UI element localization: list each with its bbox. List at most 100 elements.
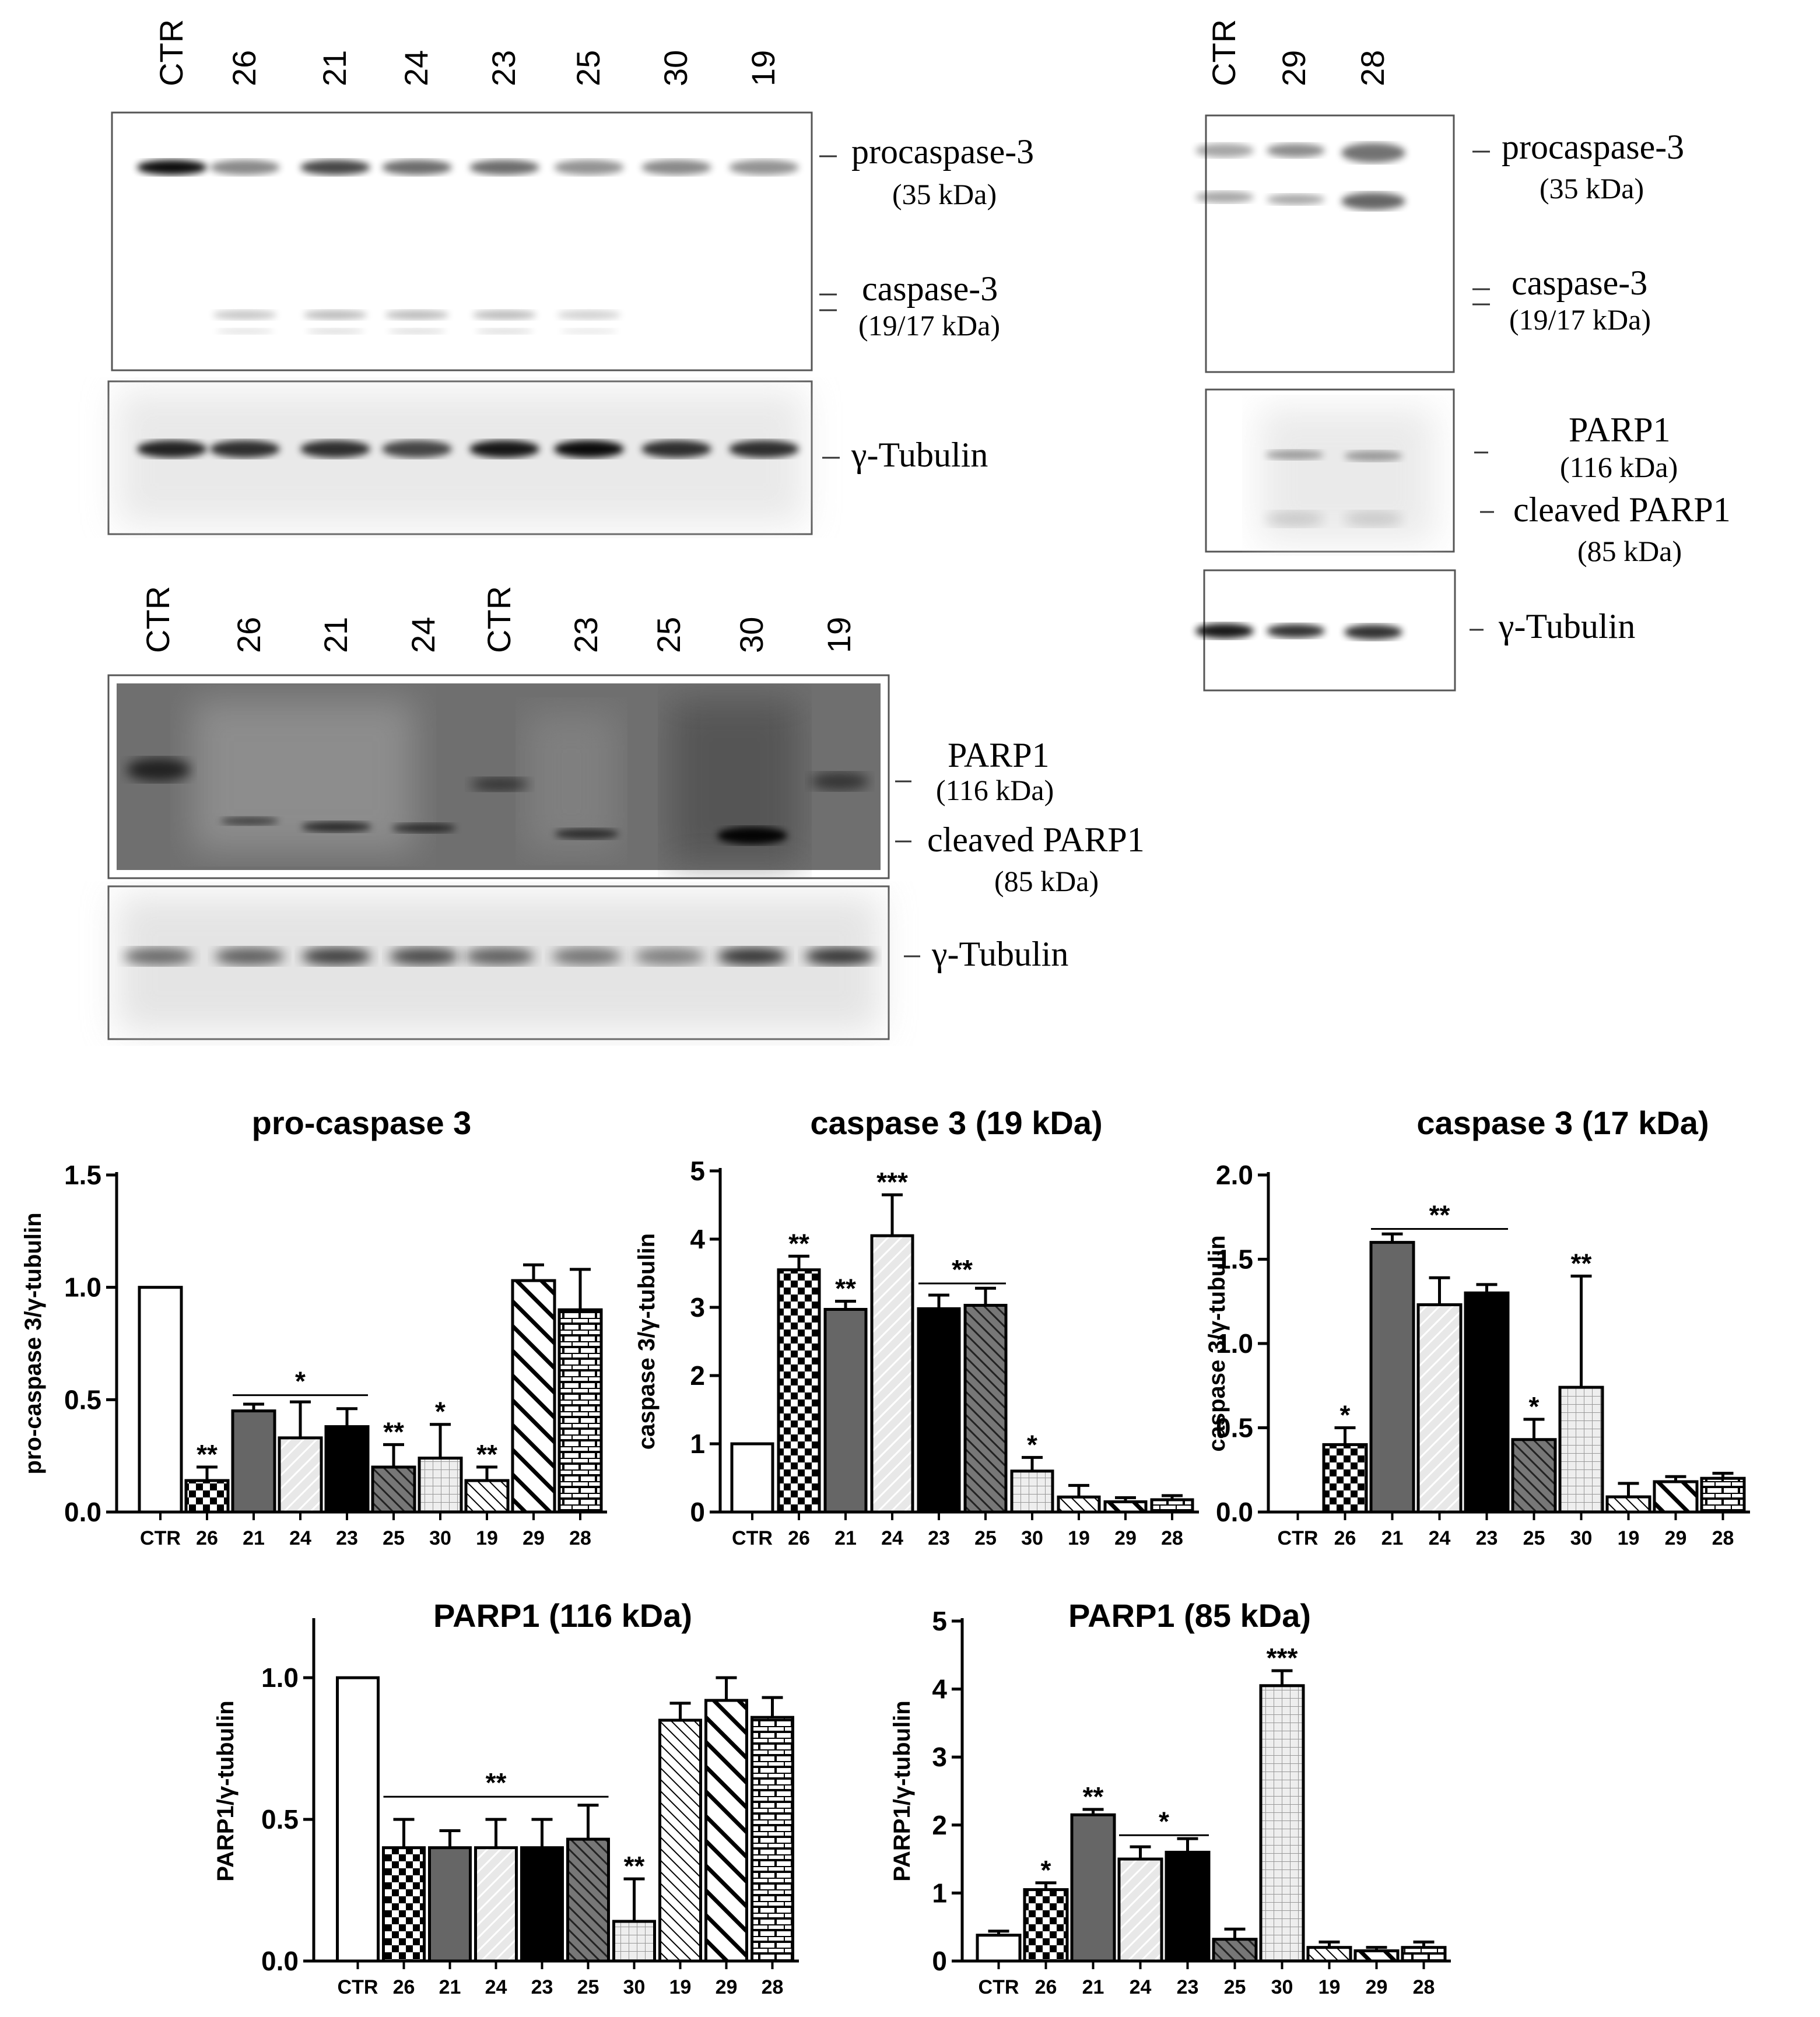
x-tick-label: CTR <box>979 1976 1019 1998</box>
x-tick-label: 30 <box>429 1527 451 1549</box>
bar <box>917 1307 961 1514</box>
x-tick-label: 29 <box>522 1527 545 1549</box>
caspase-band <box>306 328 364 334</box>
caspase-label: caspase-3 <box>862 269 998 308</box>
caspase-band <box>303 310 367 320</box>
tubulin-band <box>465 948 535 965</box>
tubulin-band <box>634 948 704 965</box>
y-tick-label: 5 <box>690 1156 705 1186</box>
significance-label: ** <box>383 1416 404 1447</box>
lane-label: CTR <box>1205 19 1242 86</box>
x-tick-label: 21 <box>1082 1976 1104 1998</box>
y-tick-label: 2 <box>690 1360 705 1391</box>
caspase-band <box>475 328 534 334</box>
tubulin-band <box>1195 623 1254 639</box>
bar <box>278 1436 323 1514</box>
significance-label: ** <box>788 1228 809 1258</box>
procaspase-band <box>1267 194 1325 205</box>
tubulin-label: γ-Tubulin <box>1498 607 1635 646</box>
y-tick-label: 0.5 <box>261 1804 299 1834</box>
chart-title: caspase 3 (19 kDa) <box>810 1104 1102 1141</box>
blot-parp-left: CTR 26 21 24 CTR 23 25 30 19 PARP1(116 kDa) cleave… <box>107 586 1145 1040</box>
procaspase-band <box>1195 143 1254 157</box>
significance-label: *** <box>1267 1643 1298 1673</box>
lane-label: 26 <box>226 50 262 86</box>
lane-label: 21 <box>316 50 353 86</box>
y-tick-label: 0.5 <box>1216 1413 1253 1443</box>
x-tick-label: 29 <box>1665 1527 1687 1549</box>
procaspase-label: procaspase-3 <box>1502 128 1684 166</box>
x-tick-label: 23 <box>336 1527 358 1549</box>
x-tick-label: 21 <box>1381 1527 1404 1549</box>
bar <box>1070 1813 1116 1963</box>
significance-label: ** <box>1429 1199 1450 1230</box>
bar <box>777 1268 821 1514</box>
y-tick-label: 0 <box>932 1946 947 1976</box>
lane-label: 24 <box>405 617 441 653</box>
x-tick-label: 23 <box>531 1976 553 1998</box>
bar <box>520 1846 564 1963</box>
cleaved-parp-band <box>717 827 787 844</box>
significance-label: ** <box>835 1273 856 1303</box>
x-tick-label: 23 <box>928 1527 950 1549</box>
y-axis-label: caspase 3/γ-tubulin <box>1204 1235 1230 1451</box>
y-tick-label: 1 <box>690 1429 705 1459</box>
x-tick-label: 28 <box>762 1976 784 1998</box>
x-tick-label: CTR <box>338 1976 378 1998</box>
x-tick-label: 30 <box>1570 1527 1593 1549</box>
caspase-band <box>472 310 536 320</box>
bar <box>336 1676 380 1963</box>
membrane-light-patch <box>525 711 618 851</box>
y-tick-label: 1.0 <box>1216 1328 1253 1359</box>
membrane-background <box>117 391 805 525</box>
chart-title: caspase 3 (17 kDa) <box>1416 1104 1709 1141</box>
bar-chart: pro-caspase 3 pro-caspase 3/γ-tubulin 0.0 0… <box>20 1104 607 1549</box>
lane-label: CTR <box>481 586 517 653</box>
significance-label: * <box>1340 1400 1351 1430</box>
significance-label: ** <box>1571 1248 1592 1278</box>
bar <box>1117 1857 1163 1963</box>
cleaved-parp-label: cleaved PARP1 <box>927 820 1145 859</box>
x-tick-label: 29 <box>1366 1976 1388 1998</box>
tubulin-band <box>215 948 285 965</box>
bar <box>976 1934 1022 1963</box>
bar <box>1306 1946 1352 1963</box>
blot-caspase-left: CTR 26 21 24 23 25 30 19 procaspase-3 (35 kDa) cas… <box>107 19 1034 535</box>
bar <box>1369 1241 1415 1514</box>
bar <box>1165 1850 1211 1963</box>
y-tick-label: 1.5 <box>64 1160 101 1190</box>
bar <box>612 1920 656 1963</box>
y-tick-label: 3 <box>690 1292 705 1323</box>
lane-label: 23 <box>567 617 604 653</box>
y-axis-label: PARP1/γ-tubulin <box>213 1700 239 1881</box>
y-tick-label: 0.0 <box>64 1497 101 1527</box>
significance-label: ** <box>197 1439 218 1469</box>
bar <box>382 1846 426 1963</box>
bar <box>474 1846 518 1963</box>
x-tick-label: 30 <box>623 1976 646 1998</box>
x-tick-label: 19 <box>1318 1976 1341 1998</box>
x-tick-label: 23 <box>1177 1976 1199 1998</box>
x-tick-label: 26 <box>196 1527 218 1549</box>
bar <box>730 1442 774 1514</box>
lane-label: 25 <box>570 50 606 86</box>
y-axis-label: caspase 3/γ-tubulin <box>634 1233 660 1450</box>
y-axis-label: PARP1/γ-tubulin <box>889 1700 915 1881</box>
tubulin-band <box>1267 624 1325 638</box>
bar <box>1103 1500 1148 1514</box>
bar <box>1558 1385 1604 1514</box>
procaspase-kda: (35 kDa) <box>1540 172 1644 205</box>
x-tick-label: 21 <box>834 1527 857 1549</box>
y-tick-label: 1.0 <box>64 1272 101 1303</box>
significance-label: ** <box>952 1254 973 1285</box>
lane-label: 30 <box>733 617 770 653</box>
procaspase-band <box>554 160 624 175</box>
procaspase-band <box>137 160 207 175</box>
x-tick-label: 30 <box>1021 1527 1043 1549</box>
caspase-band <box>557 310 621 320</box>
lane-label: CTR <box>139 586 176 653</box>
bar <box>704 1699 748 1963</box>
bar <box>1700 1476 1746 1514</box>
parp-band <box>1344 451 1402 461</box>
tubulin-label: γ-Tubulin <box>931 935 1068 973</box>
